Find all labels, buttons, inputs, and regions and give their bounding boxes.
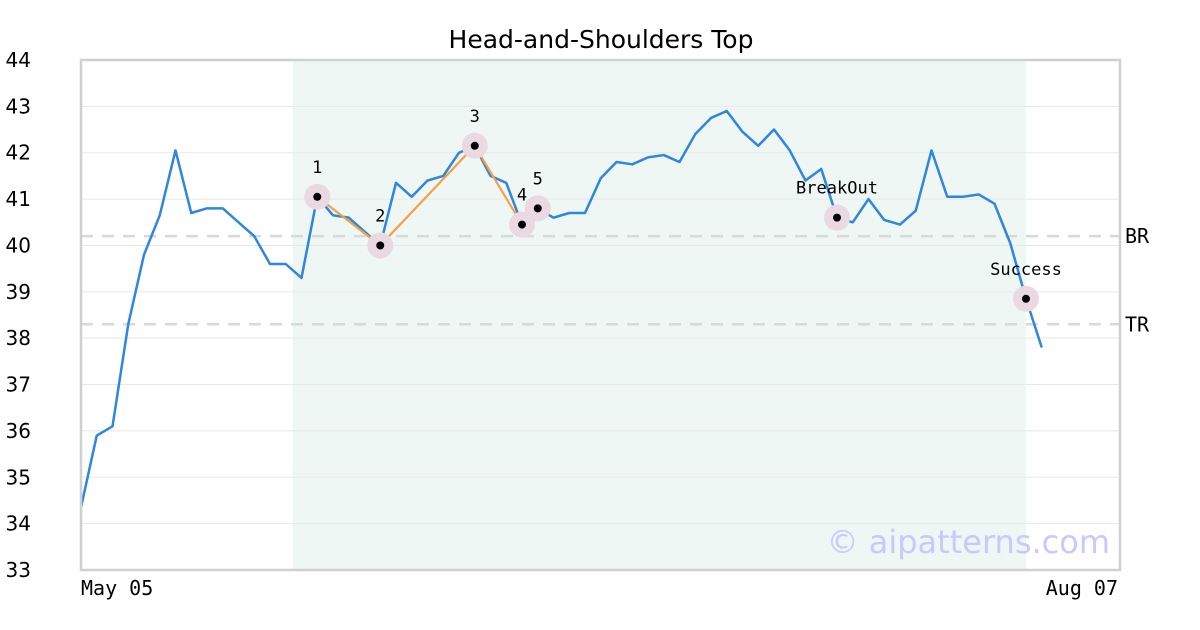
x-tick-label: May 05 [81, 576, 153, 600]
y-tick-label: 34 [6, 512, 31, 536]
y-tick-label: 43 [6, 94, 31, 118]
plot-frame [79, 58, 1122, 572]
x-tick-label: Aug 07 [1046, 576, 1118, 600]
y-tick-label: 37 [6, 373, 31, 397]
y-tick-label: 40 [6, 233, 31, 257]
marker-dot-4 [518, 220, 526, 229]
marker-dot-1 [313, 192, 322, 201]
pattern-label-4: 4 [517, 186, 527, 206]
y-tick-label: 42 [6, 141, 31, 165]
marker-dot-3 [470, 141, 479, 150]
y-tick-label: 39 [6, 280, 31, 304]
level-label-br: BR [1125, 224, 1150, 248]
chart-title: Head-and-Shoulders Top [449, 25, 754, 54]
y-tick-label: 38 [6, 326, 31, 350]
pattern-line [316, 144, 523, 247]
price-line [79, 109, 1043, 508]
pattern-label-3: 3 [470, 107, 480, 127]
marker-dot-5 [533, 204, 542, 213]
y-tick-label: 35 [6, 465, 31, 489]
pattern-label-5: 5 [533, 169, 543, 189]
pattern-label-2: 2 [375, 206, 385, 226]
y-tick-label: 41 [6, 187, 31, 211]
marker-dot-2 [376, 241, 385, 250]
pattern-label-success: Success [990, 260, 1062, 280]
watermark: © aipatterns.com [827, 523, 1110, 561]
marker-dot-success [1022, 294, 1030, 303]
pattern-label-1: 1 [312, 158, 322, 178]
marker-dot-breakout [833, 213, 841, 222]
y-tick-label: 33 [6, 558, 31, 582]
pattern-band [292, 60, 1026, 570]
level-label-tr: TR [1125, 312, 1150, 336]
y-tick-label: 36 [6, 419, 31, 443]
y-tick-label: 44 [6, 48, 31, 72]
pattern-label-breakout: BreakOut [796, 179, 878, 199]
